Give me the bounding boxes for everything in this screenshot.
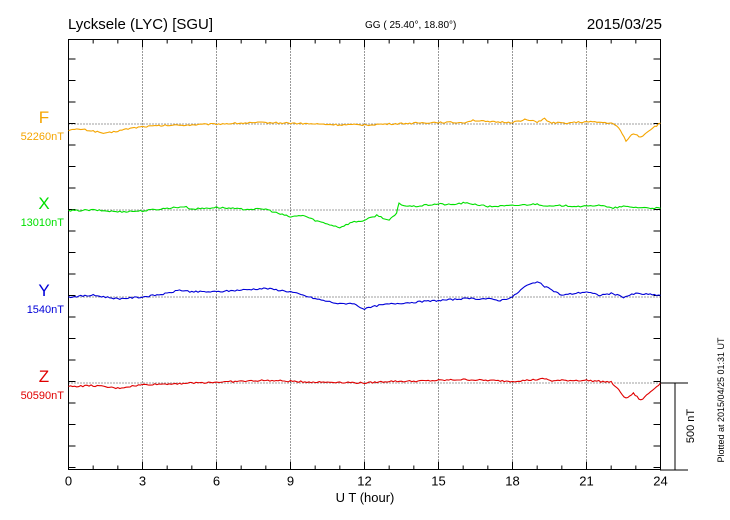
x-tick-label-3: 3 bbox=[139, 474, 146, 489]
x-tick-label-15: 15 bbox=[431, 474, 445, 489]
station-title: Lycksele (LYC) [SGU] bbox=[68, 16, 213, 33]
x-tick-label-9: 9 bbox=[287, 474, 294, 489]
component-labels: F 52260nT X 13010nT Y 1540nT Z 50590nT bbox=[21, 108, 65, 402]
baseline-value-x: 13010nT bbox=[21, 217, 65, 229]
coordinates-label: GG ( 25.40°, 18.80°) bbox=[365, 20, 456, 31]
x-tick-label-12: 12 bbox=[357, 474, 371, 489]
component-label-z: Z bbox=[39, 367, 49, 386]
vertical-grid bbox=[142, 39, 587, 470]
x-tick-label-0: 0 bbox=[65, 474, 72, 489]
date-label: 2015/03/25 bbox=[587, 16, 662, 33]
x-tick-label-18: 18 bbox=[505, 474, 519, 489]
baseline-value-f: 52260nT bbox=[21, 131, 65, 143]
component-label-f: F bbox=[39, 108, 49, 127]
x-axis-label: U T (hour) bbox=[336, 490, 395, 505]
plotted-at-note: Plotted at 2015/04/25 01:31 UT bbox=[716, 337, 726, 463]
scale-bar-label: 500 nT bbox=[685, 409, 697, 444]
traces bbox=[68, 117, 661, 401]
scale-bar: 500 nT bbox=[660, 382, 697, 471]
x-tick-label-21: 21 bbox=[579, 474, 593, 489]
x-tick-labels: 0 3 6 9 12 15 18 21 24 bbox=[65, 474, 668, 489]
component-label-x: X bbox=[38, 194, 49, 213]
trace-f bbox=[68, 117, 661, 143]
component-label-y: Y bbox=[38, 281, 49, 300]
x-tick-label-6: 6 bbox=[213, 474, 220, 489]
trace-x bbox=[68, 201, 661, 229]
axis-ticks bbox=[68, 39, 661, 470]
plot-frame bbox=[68, 39, 661, 470]
trace-z bbox=[68, 377, 661, 401]
x-tick-label-24: 24 bbox=[653, 474, 667, 489]
baseline-value-z: 50590nT bbox=[21, 390, 65, 402]
baseline-value-y: 1540nT bbox=[27, 304, 65, 316]
trace-y bbox=[68, 281, 661, 311]
